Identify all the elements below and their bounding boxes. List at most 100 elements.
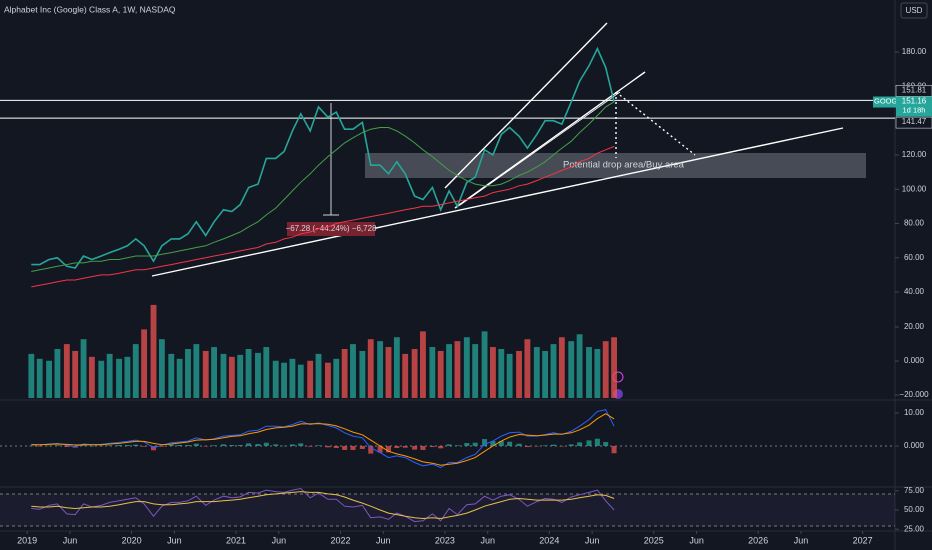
bar [516, 350, 522, 398]
bar [533, 347, 540, 398]
x-tick-label: Jun [480, 535, 495, 545]
bar [506, 353, 513, 398]
currency-box[interactable] [900, 2, 928, 19]
bar [150, 304, 157, 398]
y-tick-label: 120.00 [902, 150, 927, 159]
bar [568, 341, 575, 398]
bar [116, 358, 122, 398]
bar [411, 349, 418, 398]
bar [490, 441, 496, 447]
bar [394, 446, 400, 448]
bar [297, 364, 304, 398]
bar [550, 444, 557, 447]
bar [245, 349, 252, 398]
bar [350, 446, 356, 450]
y-tick-label: 0.000 [904, 441, 925, 450]
series-line [31, 145, 615, 288]
bar [463, 337, 470, 398]
bar [350, 344, 356, 398]
bar [524, 339, 531, 398]
x-tick-label: 2019 [17, 535, 37, 545]
bar [63, 344, 70, 398]
x-tick-label: 2023 [435, 535, 455, 545]
y-tick-label: 20.00 [904, 322, 925, 331]
series-line [31, 101, 615, 272]
bar [516, 443, 522, 447]
bar [316, 445, 322, 447]
bar [550, 344, 557, 398]
bar [263, 347, 270, 398]
bar [324, 362, 331, 398]
bar [602, 341, 609, 398]
bar [412, 446, 418, 450]
bar [141, 329, 148, 398]
x-tick-label: 2024 [539, 535, 559, 545]
bar [46, 360, 53, 398]
y-tick-label: 75.00 [904, 486, 925, 495]
bar [281, 445, 287, 447]
bar [576, 334, 583, 398]
bar [359, 350, 366, 398]
bar [177, 445, 183, 447]
bar [176, 358, 183, 398]
bar [333, 358, 340, 398]
x-tick-label: 2026 [748, 535, 768, 545]
support-line [151, 127, 844, 277]
bar [420, 331, 426, 398]
y-tick-label: −20.000 [899, 390, 929, 399]
bar [193, 443, 199, 447]
bar [481, 331, 488, 398]
bar [72, 350, 79, 398]
bar [211, 445, 217, 447]
bar [542, 350, 549, 398]
bar [385, 347, 392, 398]
bar [437, 350, 444, 398]
bar [168, 444, 174, 447]
x-tick-label: Jun [585, 535, 600, 545]
bar [220, 353, 227, 398]
symbol-label: GOOGL [874, 97, 902, 106]
level-label: 141.47 [902, 117, 927, 126]
bar [534, 446, 540, 447]
bar [211, 347, 218, 398]
bar [46, 445, 52, 447]
x-tick-label: 2027 [853, 535, 873, 545]
bar [307, 446, 313, 447]
bar [325, 446, 331, 448]
bar [98, 445, 104, 447]
bar [315, 353, 322, 398]
y-tick-label: 80.00 [904, 219, 925, 228]
series-line [31, 46, 615, 269]
bar [393, 337, 400, 398]
bar [490, 347, 496, 398]
series-line [31, 491, 615, 520]
x-tick-label: Jun [794, 535, 809, 545]
bar [107, 445, 113, 447]
projection-arrow [615, 91, 696, 156]
bar [498, 441, 504, 447]
bar [64, 446, 70, 447]
bar [568, 444, 574, 447]
bar [429, 347, 436, 398]
bar [54, 349, 61, 398]
currency[interactable]: USD [906, 6, 923, 15]
y-tick-label: 50.00 [904, 505, 925, 514]
bar [577, 442, 583, 447]
bar [116, 445, 122, 447]
bar [106, 353, 113, 398]
bar [482, 439, 488, 447]
bar [237, 354, 244, 398]
bar [507, 441, 513, 447]
bar [229, 445, 235, 447]
bar [202, 350, 209, 398]
bar [420, 446, 426, 450]
symbol-box [873, 96, 896, 108]
bar [185, 445, 191, 447]
countdown-label: 1d 18h [903, 106, 926, 115]
x-tick-label: Jun [272, 535, 287, 545]
bar [37, 446, 43, 447]
x-tick-label: 2025 [644, 535, 664, 545]
